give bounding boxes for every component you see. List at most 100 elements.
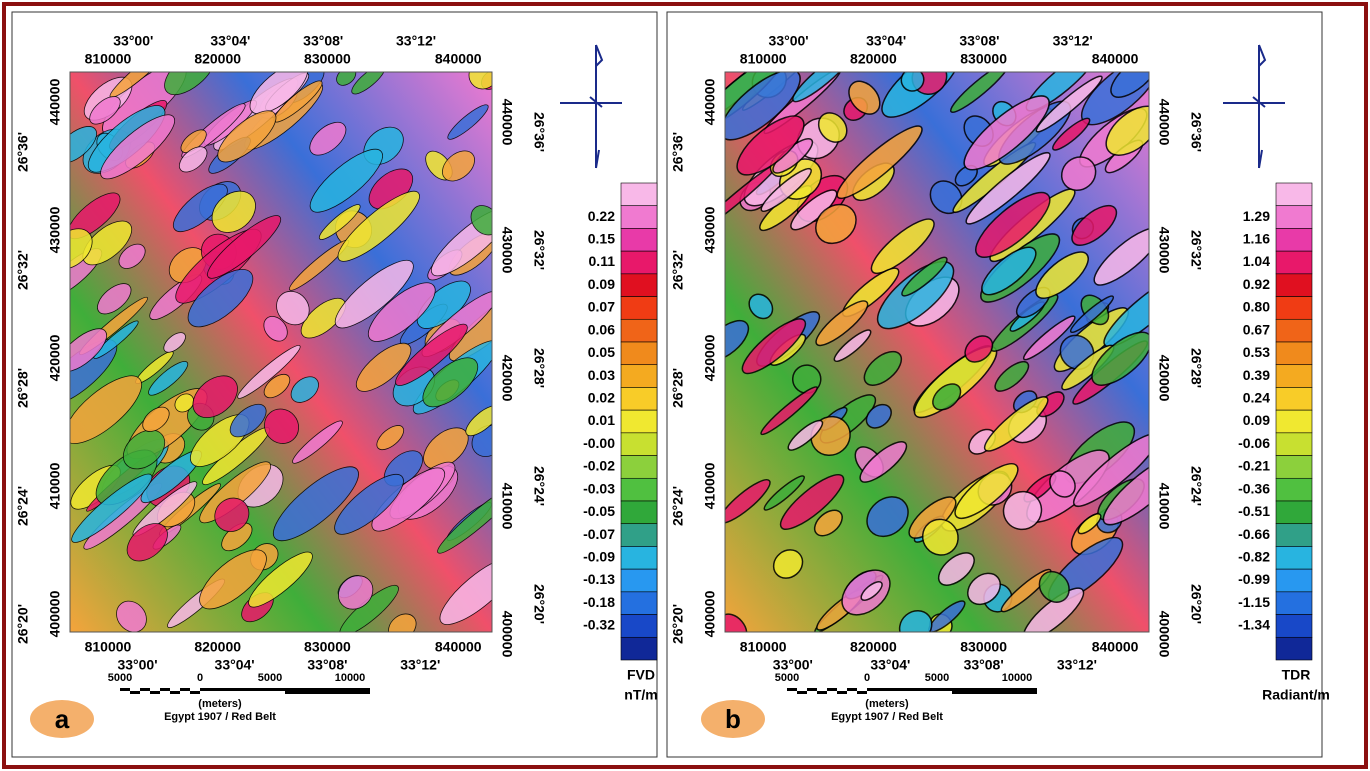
left-northing: 420000 (47, 334, 63, 381)
map-anomaly (1000, 568, 1052, 613)
map-anomaly (965, 151, 1051, 225)
bottom-longitude: 33°04' (870, 657, 910, 673)
map-anomaly (439, 557, 492, 625)
map-anomaly (292, 420, 343, 464)
colorbar-swatch (620, 250, 658, 275)
colorbar-label: 0.80 (1243, 299, 1270, 315)
map-anomaly (1022, 315, 1076, 361)
map-anomaly (859, 441, 908, 483)
map-anomaly (748, 293, 774, 320)
colorbar-label: -0.06 (1238, 435, 1270, 451)
top-longitude: 33°12' (1053, 33, 1093, 49)
colorbar-label: 0.03 (588, 367, 615, 383)
top-easting: 840000 (435, 51, 482, 67)
map-anomaly (1022, 587, 1085, 632)
map-anomaly (187, 269, 254, 328)
right-latitude: 26°32' (1188, 230, 1204, 270)
colorbar-swatch (620, 409, 658, 434)
top-easting: 830000 (304, 51, 351, 67)
map-anomaly (263, 316, 288, 342)
panel-letter: a (55, 704, 70, 734)
map-anomaly (174, 393, 195, 413)
scale-segment (827, 688, 837, 691)
colorbar-swatch (620, 636, 658, 661)
bottom-easting: 840000 (435, 639, 482, 655)
colorbar-label: -0.51 (1238, 503, 1270, 519)
scale-label: 0 (864, 672, 870, 684)
bottom-longitude: 33°12' (1057, 657, 1097, 673)
colorbar-label: -0.18 (583, 594, 615, 610)
right-northing: 440000 (499, 99, 515, 146)
colorbar-label: 0.39 (1243, 367, 1270, 383)
map-anomaly (172, 183, 228, 233)
map-anomaly (82, 220, 133, 266)
bottom-longitude: 33°08' (964, 657, 1004, 673)
colorbar-label: 1.04 (1243, 253, 1270, 269)
map-anomaly (975, 191, 1051, 258)
colorbar-swatch (620, 205, 658, 229)
map-anomaly (836, 125, 923, 200)
scale-label: 10000 (335, 672, 366, 684)
colorbar-swatch (620, 477, 658, 502)
scale-label: 5000 (925, 672, 949, 684)
colorbar-swatch (620, 568, 658, 593)
top-easting: 810000 (740, 51, 787, 67)
north-arrow (1223, 44, 1285, 169)
left-latitude: 26°28' (670, 368, 686, 408)
scale-unit: (meters) (198, 698, 242, 710)
colorbar-swatch (620, 273, 658, 297)
map-anomaly (93, 320, 139, 359)
map-anomaly (148, 361, 189, 396)
bottom-longitude: 33°12' (400, 657, 440, 673)
map-anomaly (1049, 470, 1076, 498)
colorbar-label: 0.05 (588, 344, 615, 360)
colorbar-label: -0.00 (583, 435, 615, 451)
map-anomaly (1102, 454, 1149, 526)
scale-bar (867, 688, 1037, 691)
map-anomaly (983, 396, 1049, 452)
colorbar-swatch (620, 546, 658, 570)
colorbar-label: -0.05 (583, 503, 615, 519)
map-anomaly (71, 473, 153, 543)
map-anomaly (142, 406, 170, 432)
map-anomaly (122, 429, 166, 470)
left-northing: 430000 (702, 206, 718, 253)
left-latitude: 26°20' (15, 604, 31, 644)
map-anomaly (863, 350, 903, 386)
colorbar-swatch (1275, 568, 1313, 593)
left-northing: 430000 (47, 206, 63, 253)
map-anomaly (815, 300, 869, 347)
scale-bar (200, 688, 370, 691)
right-latitude: 26°32' (531, 230, 547, 270)
map-anomaly (447, 104, 489, 140)
scale-segment (120, 688, 130, 691)
map-anomaly (1002, 490, 1043, 531)
left-latitude: 26°24' (15, 486, 31, 526)
map-image (70, 72, 492, 632)
map-anomaly (779, 474, 845, 530)
map-anomaly (981, 246, 1037, 296)
top-longitude: 33°12' (396, 33, 436, 49)
left-northing: 400000 (702, 590, 718, 637)
left-northing: 410000 (702, 462, 718, 509)
right-northing: 420000 (499, 355, 515, 402)
map-anomaly (355, 342, 412, 392)
map-anomaly (994, 360, 1030, 392)
scale-segment (787, 688, 797, 691)
colorbar-swatch (1275, 523, 1313, 547)
map-anomaly (1091, 331, 1149, 386)
right-northing: 410000 (1156, 483, 1172, 530)
map-anomaly (468, 72, 492, 90)
scale-segment (160, 688, 170, 691)
left-latitude: 26°32' (670, 250, 686, 290)
top-easting: 810000 (85, 51, 132, 67)
colorbar-swatch (1275, 455, 1313, 479)
map-anomaly (1072, 433, 1149, 508)
map-anomaly (336, 72, 357, 86)
panel-badge (701, 700, 765, 738)
colorbar-label: -1.15 (1238, 594, 1270, 610)
map-anomaly (334, 474, 404, 535)
map-anomaly (422, 357, 479, 408)
colorbar-label: -0.32 (583, 617, 615, 633)
